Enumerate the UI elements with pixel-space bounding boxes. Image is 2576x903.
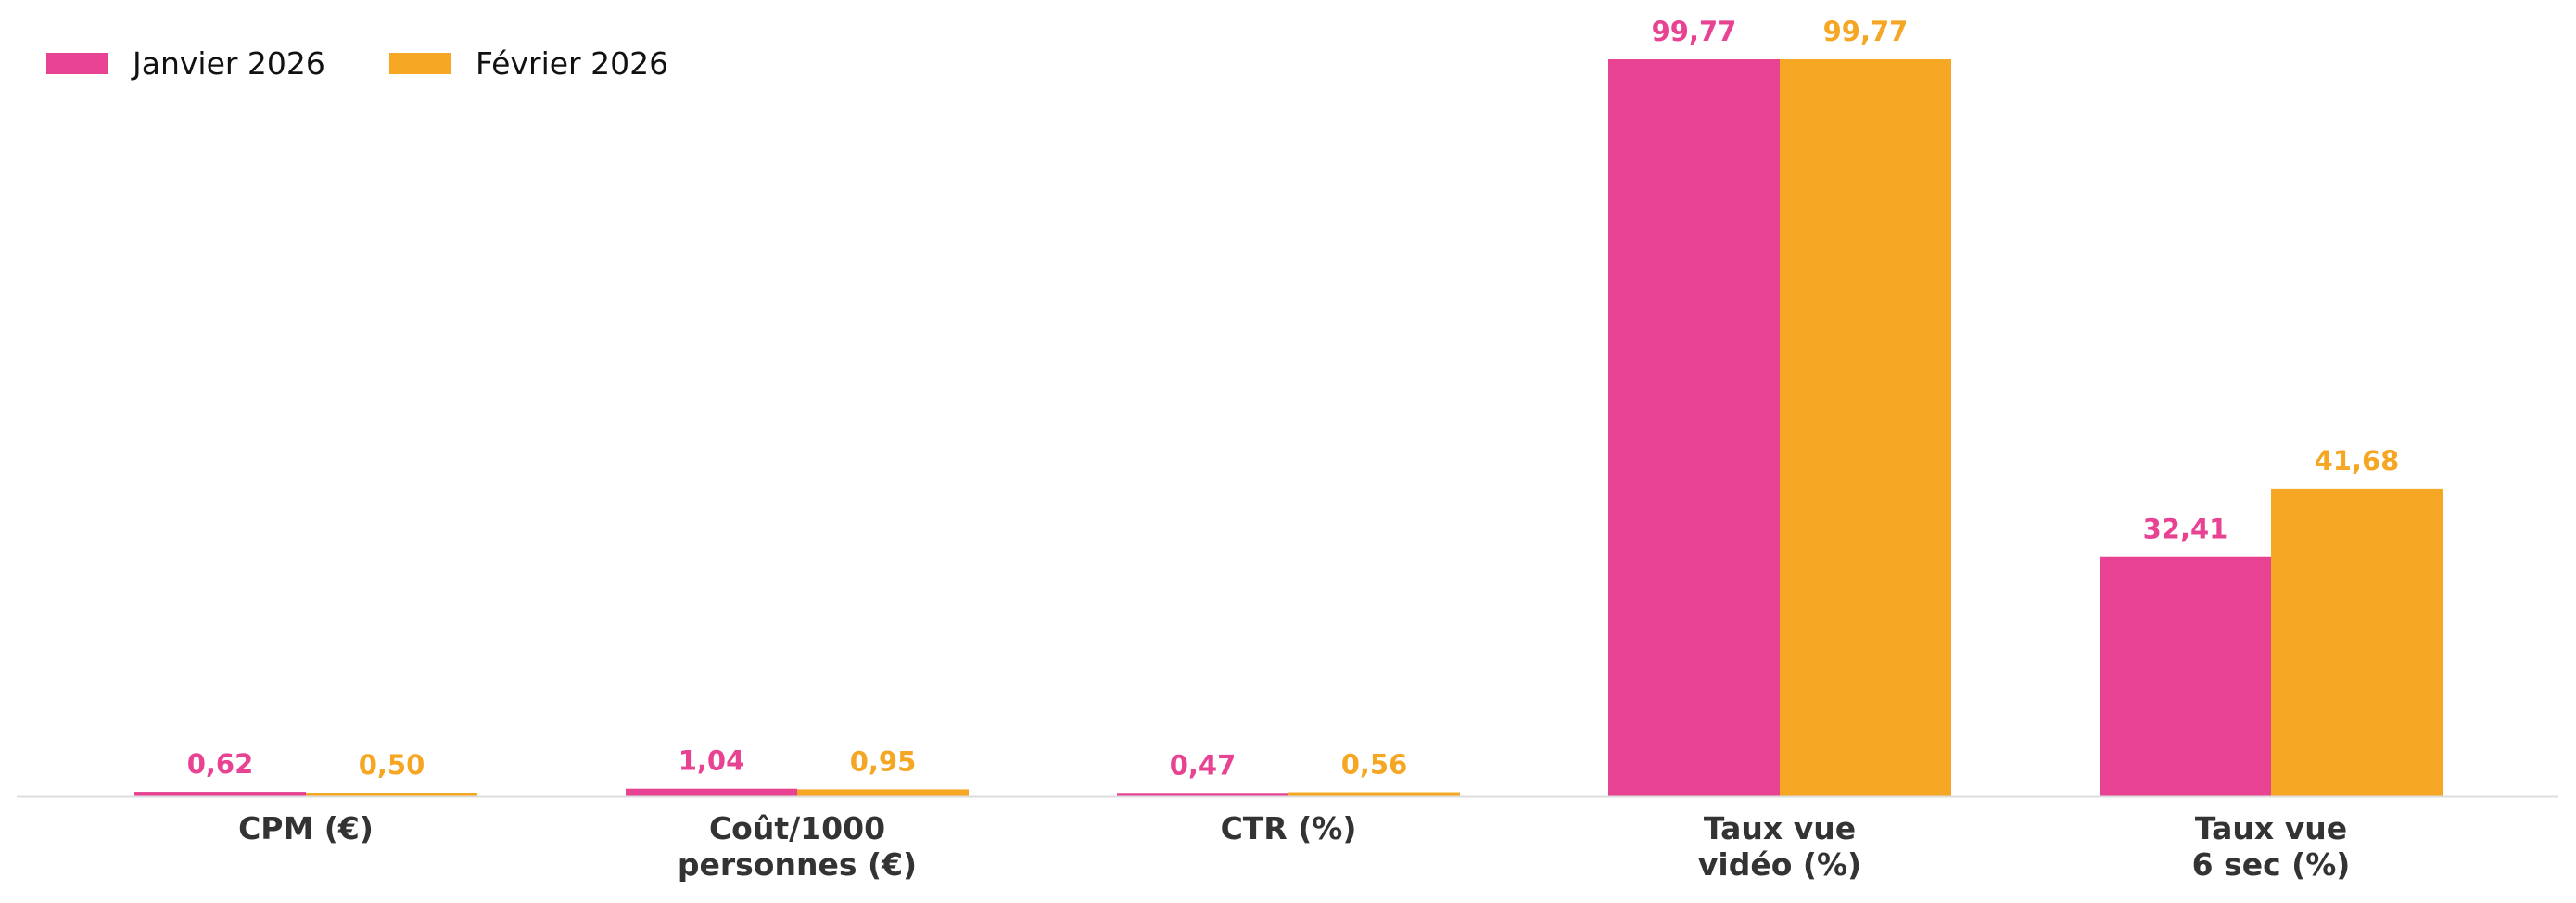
x-tick-labels: CPM (€) Coût/1000 personnes (€) CTR (%) Taux… [238,810,2350,883]
data-label-fevrier-3: 99,77 [1823,16,1909,47]
data-labels: 0,62 1,04 0,47 99,77 32,41 0,50 0,95 0,56 99,77 4… [187,16,2400,781]
data-label-janvier-2: 0,47 [1170,749,1237,781]
bar-janvier-3 [1608,59,1780,796]
bar-fevrier-3 [1780,59,1951,796]
data-label-fevrier-4: 41,68 [2315,445,2400,477]
legend-label-fevrier: Février 2026 [476,45,668,82]
x-tick-label-1: Coût/1000 personnes (€) [678,810,917,883]
data-label-janvier-3: 99,77 [1652,16,1737,47]
bar-janvier-1 [626,788,797,796]
data-label-fevrier-0: 0,50 [359,749,425,781]
bars [134,59,2443,796]
bar-fevrier-1 [797,789,969,796]
x-tick-label-2: CTR (%) [1221,810,1357,846]
legend-swatch-janvier [46,53,108,74]
bar-janvier-4 [2100,556,2271,796]
data-label-fevrier-2: 0,56 [1341,749,1408,781]
bar-fevrier-0 [306,793,477,796]
bar-fevrier-4 [2271,488,2443,796]
data-label-fevrier-1: 0,95 [850,745,917,777]
data-label-janvier-1: 1,04 [679,745,745,777]
legend: Janvier 2026 Février 2026 [46,45,668,82]
bar-fevrier-2 [1288,792,1460,796]
x-tick-label-4: Taux vue 6 sec (%) [2192,810,2351,883]
x-tick-label-0: CPM (€) [238,810,374,846]
bar-janvier-2 [1117,793,1288,796]
legend-swatch-fevrier [389,53,451,74]
data-label-janvier-0: 0,62 [187,748,254,780]
data-label-janvier-4: 32,41 [2143,514,2228,545]
bar-janvier-0 [134,792,306,796]
legend-label-janvier: Janvier 2026 [131,45,325,82]
x-tick-label-3: Taux vue vidéo (%) [1698,810,1861,883]
